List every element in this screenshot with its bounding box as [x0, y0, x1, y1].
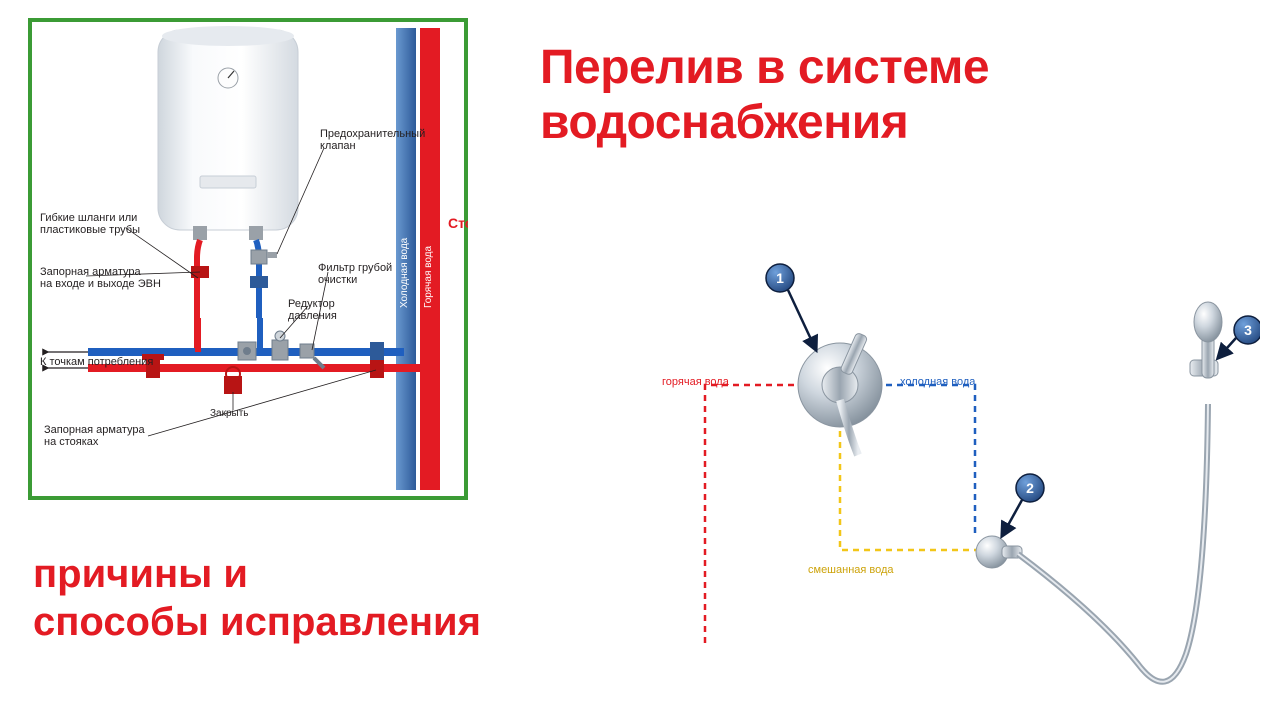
subtitle-line-2: способы исправления [33, 598, 481, 646]
title-line-2: водоснабжения [540, 95, 989, 150]
label-coarse-filter: Фильтр грубой очистки [318, 262, 428, 286]
shower-holder [1190, 302, 1222, 378]
badge-2: 2 [1002, 474, 1044, 536]
label-mixed-water: смешанная вода [808, 564, 894, 576]
subtitle-line-1: причины и [33, 550, 481, 598]
subtitle-block: причины и способы исправления [33, 550, 481, 646]
title-block: Перелив в системе водоснабжения [540, 40, 989, 150]
label-to-points: К точкам потребления [40, 356, 190, 368]
right-diagram: 1 2 3 [600, 210, 1260, 710]
badge-3: 3 [1218, 316, 1260, 358]
title-line-1: Перелив в системе [540, 40, 989, 95]
svg-text:1: 1 [776, 270, 784, 286]
manifold-valve-center [238, 342, 256, 360]
svg-text:3: 3 [1244, 322, 1252, 338]
badge-1: 1 [766, 264, 816, 350]
wall-outlet [976, 536, 1022, 568]
svg-text:2: 2 [1026, 480, 1034, 496]
label-close: Закрыть [210, 408, 280, 419]
label-cold-water: холодная вода [900, 376, 975, 388]
label-inlet-valve: Запорная арматура на входе и выходе ЭВН [40, 266, 180, 290]
label-safety-valve: Предохранительный клапан [320, 128, 440, 152]
label-riser-valve: Запорная арматура на стояках [44, 424, 184, 448]
label-pressure-reducer: Редуктор давления [288, 298, 378, 322]
water-heater [158, 26, 298, 240]
stoyaki-label: Стояки [448, 215, 468, 231]
label-hoses: Гибкие шланги или пластиковые трубы [40, 212, 160, 236]
hose [1018, 404, 1208, 682]
label-hot-water: горячая вода [662, 376, 729, 388]
